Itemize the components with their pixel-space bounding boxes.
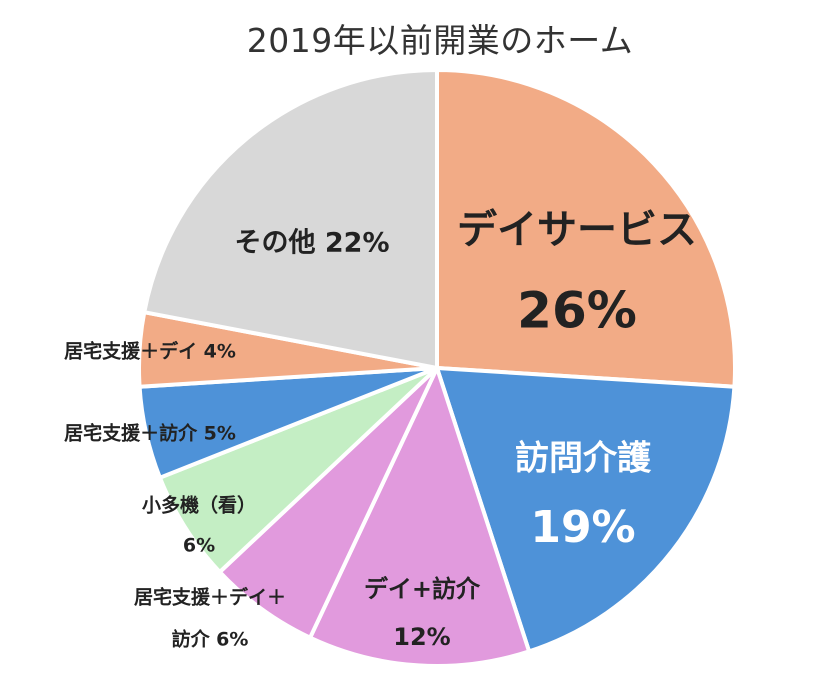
pie-slice [435, 67, 737, 389]
pie-slice [434, 365, 737, 654]
slice-label: 6% [183, 535, 215, 557]
pie-slice [307, 362, 532, 668]
slice-label: その他 22% [234, 228, 389, 259]
slice-label: 居宅支援＋デイ 4% [64, 340, 236, 363]
slice-label: 居宅支援＋デイ＋ [134, 586, 286, 609]
slice-label: 19% [530, 502, 635, 553]
slice-label: 12% [393, 623, 450, 651]
chart-title: 2019年以前開業のホーム [246, 21, 634, 60]
slice-label: 訪問介護 [515, 439, 652, 479]
slice-label: デイサービス [457, 207, 697, 253]
slice-label: 26% [517, 282, 637, 340]
slice-label: 居宅支援＋訪介 5% [64, 422, 236, 445]
pie-slice [141, 67, 439, 371]
slice-label: 訪介 6% [172, 628, 249, 651]
slice-label: 小多機（看） [142, 494, 256, 517]
slice-label: デイ+訪介 [364, 575, 481, 603]
